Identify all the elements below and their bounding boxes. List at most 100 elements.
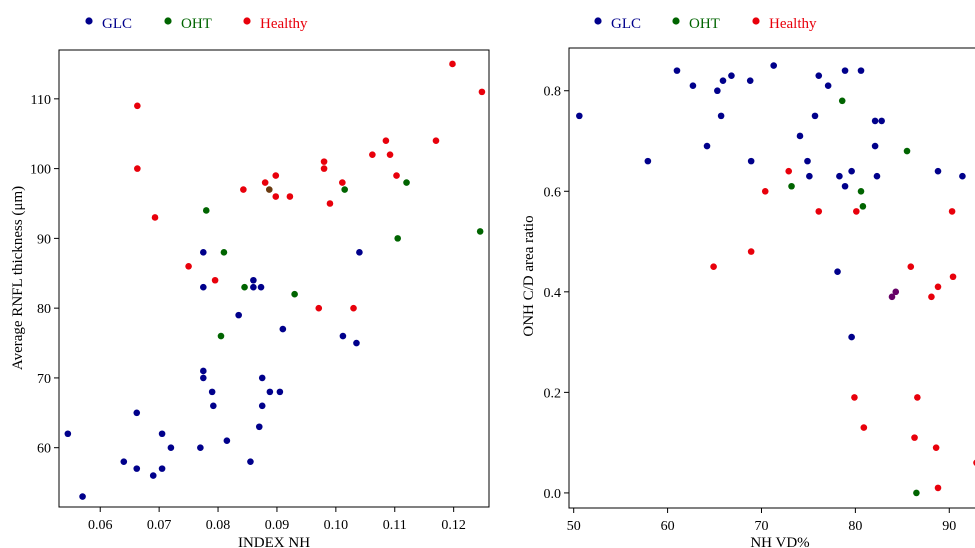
right-panel: GLC OHT Healthy 50 60 70 80 90 0.00.20.40.60… — [521, 16, 975, 548]
data-point-healthy — [853, 208, 860, 215]
data-point-glc — [223, 437, 231, 445]
data-point-glc — [857, 67, 865, 74]
data-point-oht — [788, 182, 795, 190]
y-tick-label: 0.6 — [544, 185, 562, 200]
data-point-healthy — [240, 186, 247, 193]
legend-marker-glc — [85, 17, 93, 25]
data-point-glc — [197, 444, 204, 451]
data-point-oht — [220, 249, 228, 256]
data-point-glc — [871, 142, 879, 150]
data-point-glc — [64, 430, 72, 438]
data-point-glc — [848, 333, 855, 341]
data-point-glc — [728, 72, 735, 79]
data-point-glc — [200, 367, 207, 375]
y-axis-ticks: 60 70 80 90 100 110 — [30, 93, 59, 457]
data-point-healthy — [382, 137, 390, 145]
data-point-oht — [857, 187, 865, 195]
data-point-glc — [339, 332, 347, 340]
x-tick-label: 0.07 — [147, 518, 172, 533]
data-point-healthy — [211, 276, 219, 284]
y-axis-label: ONH C/D area ratio — [521, 215, 537, 336]
data-point-healthy — [860, 424, 868, 431]
data-point-overlap-brown — [265, 186, 273, 193]
data-point-glc — [871, 117, 879, 125]
data-point-glc — [834, 268, 841, 276]
data-point-healthy — [286, 193, 294, 200]
legend-label-healthy: Healthy — [769, 16, 817, 32]
legend-label-glc: GLC — [102, 16, 132, 32]
data-point-glc — [200, 374, 207, 382]
data-point-healthy — [949, 273, 957, 281]
data-point-glc — [673, 67, 681, 74]
data-point-healthy — [320, 165, 328, 172]
data-point-glc — [266, 388, 274, 396]
data-point-glc — [79, 493, 86, 500]
data-point-healthy — [386, 151, 394, 158]
data-point-glc — [796, 132, 804, 140]
data-point-healthy — [815, 208, 823, 215]
data-point-healthy — [432, 137, 440, 145]
data-point-glc — [747, 157, 755, 165]
legend-marker-glc — [594, 17, 602, 25]
data-point-glc — [250, 283, 257, 291]
data-point-glc — [149, 472, 157, 479]
data-point-glc — [200, 283, 207, 291]
data-point-glc — [210, 402, 217, 410]
data-point-oht — [217, 332, 225, 340]
data-point-oht — [476, 228, 484, 235]
data-point-glc — [806, 172, 813, 180]
data-point-glc — [717, 112, 725, 120]
data-point-glc — [703, 142, 711, 150]
legend-marker-healthy — [752, 17, 760, 25]
data-point-healthy — [185, 262, 192, 270]
data-point-healthy — [907, 263, 915, 270]
x-tick-label: 0.08 — [206, 518, 231, 533]
y-tick-label: 80 — [37, 302, 51, 317]
x-tick-label: 0.09 — [265, 518, 290, 533]
data-point-glc — [841, 182, 849, 190]
y-tick-label: 110 — [31, 93, 51, 108]
data-point-oht — [913, 489, 920, 497]
legend-label-glc: GLC — [611, 16, 641, 32]
data-point-glc — [848, 167, 855, 175]
data-point-overlap-purple — [888, 293, 896, 301]
data-point-healthy — [934, 484, 942, 492]
data-point-glc — [934, 167, 942, 175]
data-point-healthy — [369, 151, 376, 158]
data-point-glc — [257, 283, 265, 291]
data-point-healthy — [914, 394, 921, 401]
legend-marker-oht — [164, 17, 172, 25]
x-tick-label: 0.10 — [324, 518, 349, 533]
data-point-glc — [133, 465, 141, 472]
data-point-oht — [291, 290, 298, 298]
x-tick-label: 50 — [567, 519, 581, 534]
x-tick-label: 0.06 — [88, 518, 113, 533]
data-point-healthy — [851, 394, 858, 401]
y-tick-label: 0.4 — [544, 286, 562, 301]
data-point-healthy — [478, 88, 486, 96]
data-point-glc — [158, 465, 166, 472]
data-point-glc — [235, 311, 242, 319]
legend-label-oht: OHT — [689, 16, 720, 32]
data-point-healthy — [948, 208, 956, 215]
data-point-healthy — [261, 179, 269, 186]
data-point-oht — [903, 147, 911, 155]
left-panel: GLC OHT Healthy 0.06 0.07 0.08 0.09 0.10 0.11… — [10, 16, 490, 548]
data-point-glc — [746, 77, 754, 84]
data-point-glc — [356, 249, 363, 256]
data-points — [64, 60, 486, 500]
x-axis-label: NH VD% — [750, 535, 809, 548]
data-point-glc — [719, 77, 727, 84]
legend-marker-oht — [672, 17, 680, 25]
data-point-healthy — [134, 102, 141, 110]
x-tick-label: 90 — [942, 519, 956, 534]
x-tick-label: 0.11 — [383, 518, 407, 533]
data-point-glc — [250, 276, 257, 284]
data-point-glc — [959, 172, 966, 180]
data-point-glc — [258, 402, 266, 410]
data-point-healthy — [272, 172, 280, 179]
y-tick-label: 60 — [37, 442, 51, 457]
legend-label-oht: OHT — [181, 16, 212, 32]
data-point-oht — [838, 97, 846, 105]
